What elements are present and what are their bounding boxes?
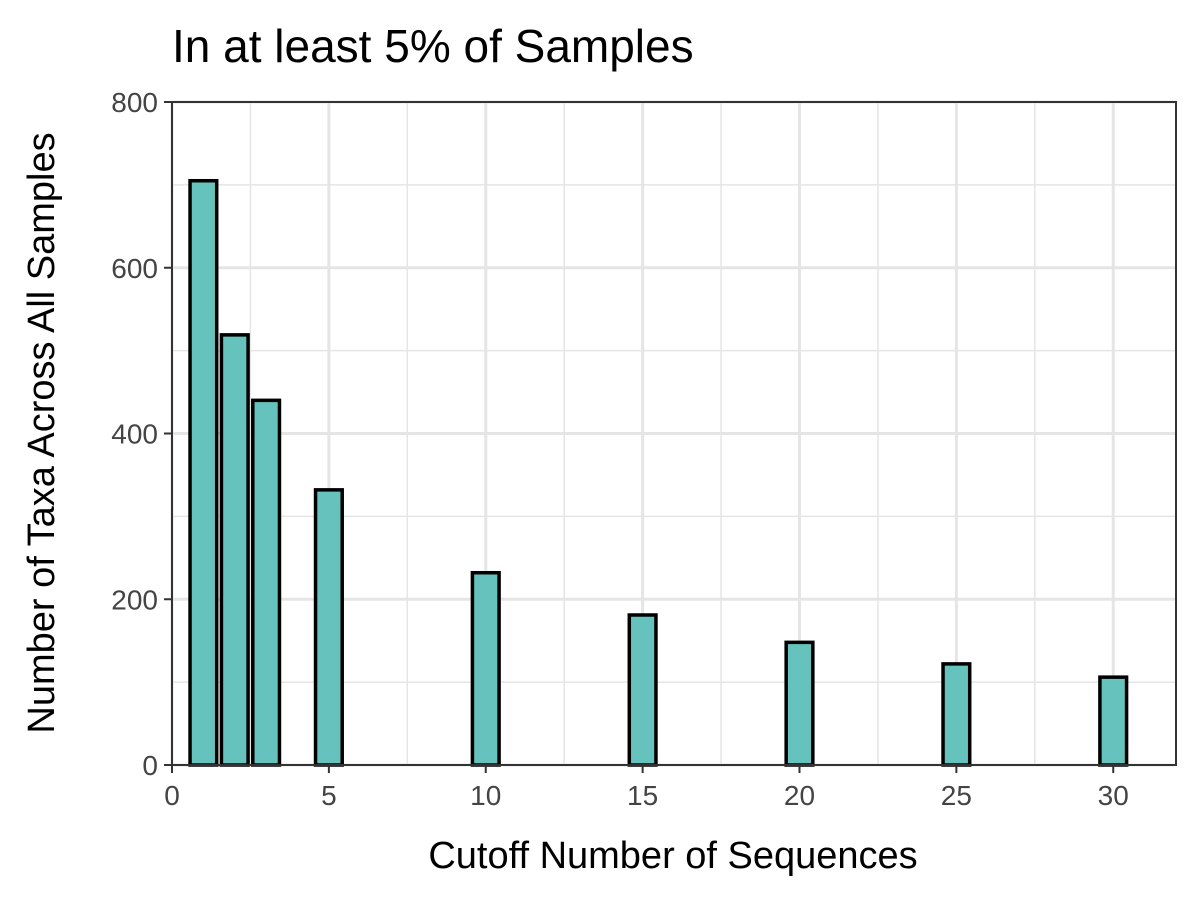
y-tick-label: 600 [111, 253, 158, 284]
x-axis-title: Cutoff Number of Sequences [428, 835, 917, 877]
x-tick-label: 30 [1098, 780, 1129, 811]
chart-title: In at least 5% of Samples [172, 20, 694, 72]
bar [941, 662, 972, 767]
y-tick-label: 800 [111, 87, 158, 118]
x-tick-label: 0 [164, 780, 180, 811]
x-tick-label: 20 [784, 780, 815, 811]
y-axis-title: Number of Taxa Across All Samples [21, 132, 63, 733]
y-tick-label: 200 [111, 584, 158, 615]
axes: 0 5 10 15 20 25 30 0 200 400 600 800 [111, 87, 1129, 811]
x-tick-label: 25 [941, 780, 972, 811]
bar [188, 178, 219, 767]
bar [627, 613, 658, 767]
x-tick-label: 10 [470, 780, 501, 811]
bars [188, 178, 1129, 767]
y-tick-label: 0 [142, 750, 158, 781]
bar [784, 640, 815, 767]
x-tick-label: 5 [321, 780, 337, 811]
bar [219, 333, 250, 767]
bar [313, 488, 344, 767]
x-tick-label: 15 [627, 780, 658, 811]
bar [1098, 675, 1129, 767]
bar [251, 398, 282, 767]
bar [470, 570, 501, 767]
y-tick-label: 400 [111, 419, 158, 450]
